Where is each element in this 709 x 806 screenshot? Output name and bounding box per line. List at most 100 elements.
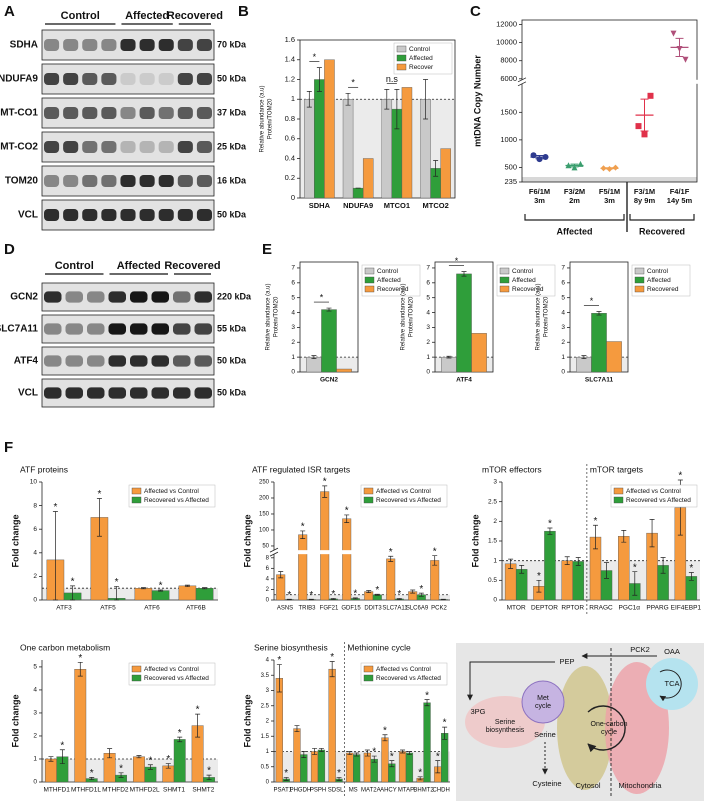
diagram-label: cycle [535, 703, 551, 710]
legend-swatch [363, 674, 374, 682]
blot-row-label: VCL [18, 388, 38, 399]
section-title: Methionine cycle [347, 642, 411, 652]
data-point [647, 92, 654, 99]
x-tick-label: ATF6 [144, 605, 160, 612]
bar [606, 341, 622, 373]
chart-title: One carbon metabolism [20, 642, 110, 652]
legend-label: Recovered vs Affected [144, 497, 209, 504]
legend-swatch [634, 267, 645, 275]
legend-box [128, 662, 216, 686]
blot-row-label: SDHA [10, 40, 38, 51]
blot-band [158, 209, 174, 221]
y-tick-label: 5 [33, 664, 37, 671]
error-bar [519, 565, 525, 574]
blot-band [139, 39, 155, 51]
x-tick-label: CHDH [433, 788, 450, 794]
y-tick-label: 3 [33, 710, 37, 717]
blot-size-label: 50 kDa [217, 355, 247, 365]
x-tick-label: PPARG [646, 605, 668, 612]
x-tick-label: EIF4EBP1 [671, 605, 702, 612]
legend-swatch [364, 267, 375, 275]
legend-label: Control [409, 46, 431, 53]
significance-mark: * [148, 755, 152, 766]
error-bar [300, 530, 306, 539]
error-bar [596, 311, 602, 316]
y-tick-label: 10000 [496, 38, 517, 47]
y-axis-label: Protein/TOM20 [409, 296, 415, 337]
y-tick-label: 0.5 [261, 764, 270, 770]
y-tick-label: 0 [426, 369, 430, 376]
axis-break-mark [269, 547, 279, 553]
y-tick-label: 6 [561, 280, 565, 287]
bar [178, 585, 197, 601]
blot-band [196, 73, 212, 85]
error-bar [184, 584, 190, 587]
blot-band [151, 387, 169, 399]
panel-label: A [4, 3, 15, 20]
blot-size-label: 50 kDa [217, 209, 247, 219]
y-tick-label: 100 [259, 528, 270, 534]
legend-swatch [499, 285, 510, 293]
y-tick-label: 2 [426, 339, 430, 346]
blot-size-label: 70 kDa [217, 39, 247, 49]
blot-group-label: Control [55, 260, 94, 272]
error-bar [432, 555, 438, 566]
error-bar [621, 530, 627, 543]
significance-mark: * [397, 589, 401, 600]
x-tick-label: GCN2 [320, 377, 338, 384]
y-tick-label: 1 [426, 354, 430, 361]
blot-band [108, 387, 126, 399]
legend-swatch [396, 54, 407, 62]
legend-label: Recovered vs Affected [144, 675, 209, 682]
data-point [670, 30, 677, 37]
y-tick-label: 0 [291, 369, 295, 376]
bar [134, 588, 153, 601]
legend-box [610, 484, 698, 508]
error-bar [96, 498, 102, 537]
blot-band [65, 291, 83, 303]
y-tick-label: 1.6 [285, 35, 295, 44]
y-tick-label: 1000 [500, 135, 517, 144]
legend-swatch [131, 665, 142, 673]
bar [362, 158, 374, 199]
error-bar [354, 752, 360, 757]
blot-band [63, 73, 79, 85]
blot-band [194, 387, 212, 399]
y-tick-label: 500 [504, 162, 517, 171]
y-tick-label: 1 [33, 756, 37, 763]
section-title: Serine biosynthesis [254, 642, 328, 652]
legend-swatch [613, 487, 624, 495]
significance-mark: * [115, 577, 119, 588]
x-tick-label: BHMT2 [413, 788, 434, 794]
y-axis-label: Protein/TOM20 [268, 98, 274, 139]
y-axis-label: Protein/TOM20 [544, 296, 550, 337]
x-tick-label: MTCO2 [423, 201, 449, 210]
y-tick-label: 0.8 [285, 114, 295, 123]
x-tick-label: 8y 9m [634, 196, 656, 205]
blot-band [82, 175, 98, 187]
error-bar [396, 598, 402, 600]
y-tick-label: 1.2 [285, 74, 295, 83]
error-bar [388, 555, 394, 562]
y-tick-label: 2 [291, 339, 295, 346]
section-title: mTOR effectors [482, 464, 542, 474]
y-tick-label: 4 [33, 687, 37, 694]
y-axis-label: Relative abundance (a.u) [401, 283, 407, 350]
bar [314, 79, 325, 199]
blot-band [44, 387, 62, 399]
error-bar [311, 355, 317, 359]
x-tick-label: FGF21 [320, 606, 339, 612]
error-bar [508, 558, 514, 569]
bar [275, 678, 284, 783]
blot-band [108, 323, 126, 335]
data-point [641, 131, 648, 138]
error-bar [575, 557, 581, 566]
diagram-label: PCK2 [630, 645, 650, 654]
y-tick-label: 0.5 [488, 577, 497, 584]
y-tick-label: 1 [493, 557, 497, 564]
x-tick-label: F3/1M [634, 187, 655, 196]
error-bar [326, 307, 332, 312]
error-bar [114, 586, 120, 601]
error-bar [660, 557, 666, 574]
